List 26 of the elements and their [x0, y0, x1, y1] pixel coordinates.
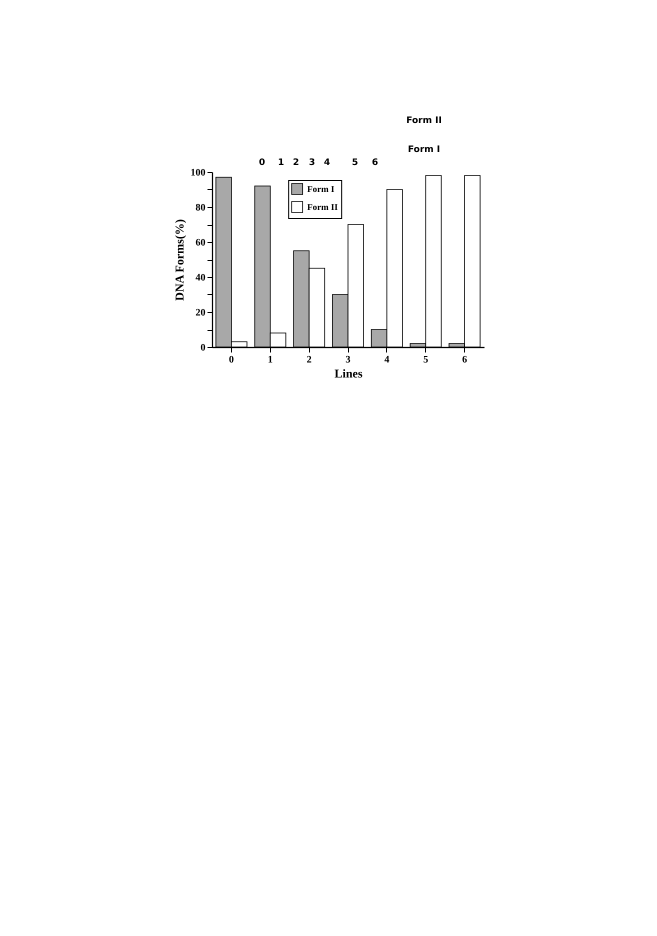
y-tick-label: 0: [200, 342, 206, 354]
x-tick-label: 6: [462, 354, 468, 366]
y-tick-label: 80: [196, 202, 206, 214]
text: Form I: [408, 145, 440, 155]
y-axis-title: DNA Forms(%): [172, 219, 186, 301]
text: 6: [372, 158, 378, 168]
y-tick-label: 20: [196, 308, 206, 318]
text: 5: [352, 158, 358, 168]
legend-label: Form I: [307, 184, 335, 194]
text: 3: [308, 158, 316, 168]
x-tick-label: 0: [228, 354, 234, 366]
x-tick-label: 2: [306, 354, 312, 366]
x-tick-label: 3: [346, 354, 350, 366]
x-tick-label: 5: [423, 354, 428, 366]
text: 4: [324, 158, 330, 168]
y-tick-label: 60: [196, 238, 206, 248]
text: 2: [292, 158, 300, 168]
legend-label: Form II: [307, 202, 338, 212]
text: 1: [278, 158, 284, 168]
y-tick-label: 100: [190, 168, 206, 178]
text: Form II: [406, 116, 442, 126]
y-tick-label: 40: [196, 272, 206, 284]
x-axis-title: Lines: [334, 366, 363, 380]
x-tick-label: 4: [384, 354, 390, 366]
x-tick-label: 1: [268, 354, 273, 366]
text: 0: [258, 158, 266, 168]
